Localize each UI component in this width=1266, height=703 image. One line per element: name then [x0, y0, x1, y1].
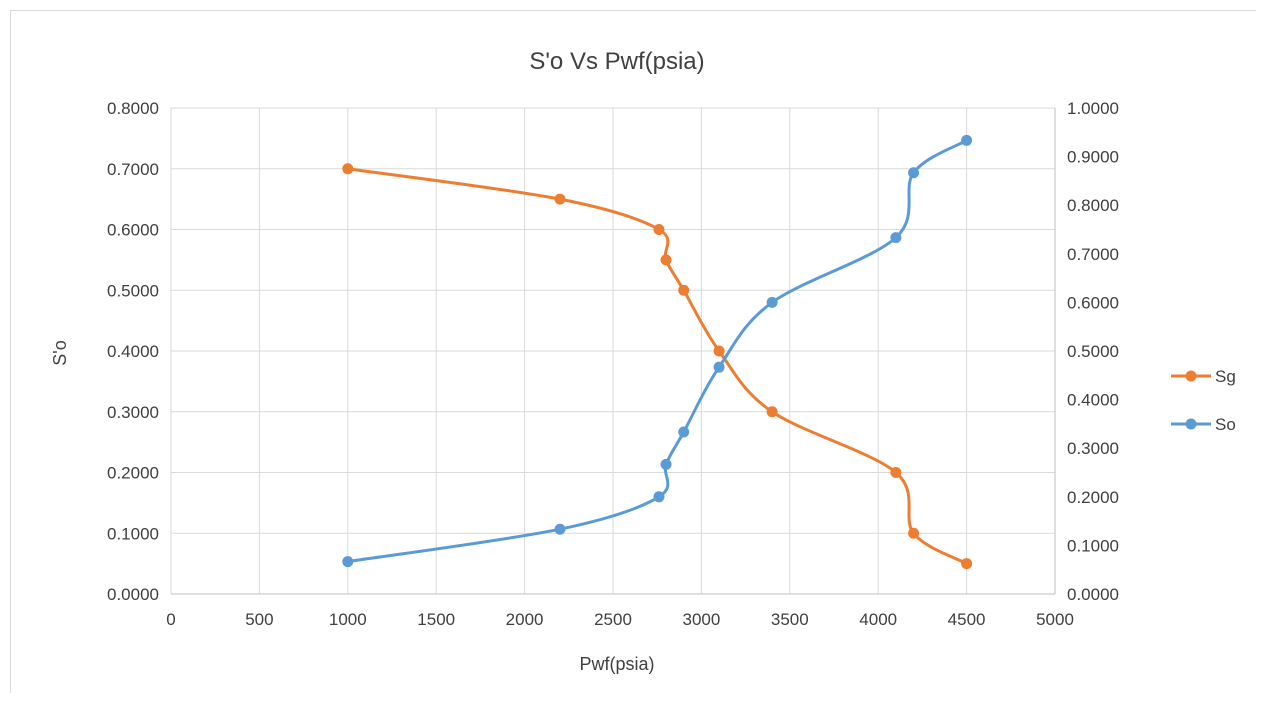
- y-left-tick-label: 0.5000: [107, 281, 159, 300]
- x-tick-label: 2000: [506, 610, 544, 629]
- x-tick-label: 3500: [771, 610, 809, 629]
- legend-marker-so: [1185, 418, 1197, 430]
- chart-title: S'o Vs Pwf(psia): [529, 48, 704, 75]
- data-point-sg: [890, 467, 902, 478]
- y-right-tick-label: 0.5000: [1067, 342, 1119, 361]
- legend-marker-sg: [1185, 370, 1197, 382]
- data-point-so: [678, 426, 690, 438]
- data-point-sg: [342, 163, 354, 175]
- data-point-so: [890, 232, 902, 244]
- y-right-tick-label: 0.9000: [1067, 148, 1119, 167]
- y-right-tick-label: 0.8000: [1067, 196, 1119, 215]
- data-point-so: [342, 556, 354, 568]
- y-right-tick-label: 0.0000: [1067, 585, 1119, 604]
- data-point-so: [908, 167, 920, 179]
- y-right-tick-label: 0.3000: [1067, 439, 1119, 458]
- y-right-tick-label: 1.0000: [1067, 99, 1119, 118]
- x-tick-label: 500: [245, 610, 273, 629]
- chart-area: 0 500 1000 1500 2000 2500 3000 3500 4000 4500 5000…: [10, 10, 1256, 693]
- x-tick-label: 5000: [1036, 610, 1074, 629]
- y-right-tick-label: 0.4000: [1067, 391, 1119, 410]
- data-point-sg: [961, 558, 973, 570]
- y-axis-title: S'o: [50, 340, 70, 365]
- data-point-so: [961, 134, 973, 146]
- y-left-tick-label: 0.3000: [107, 403, 159, 422]
- y-left-tick-label: 0.0000: [107, 585, 159, 604]
- data-point-sg: [713, 345, 725, 357]
- x-axis-title: Pwf(psia): [579, 654, 654, 674]
- axes: 0 500 1000 1500 2000 2500 3000 3500 4000 4500 5000…: [107, 99, 1119, 629]
- data-point-sg: [908, 527, 920, 539]
- y-left-tick-label: 0.2000: [107, 464, 159, 483]
- y-left-tick-label: 0.1000: [107, 524, 159, 543]
- grid: [170, 107, 1056, 595]
- data-point-so: [554, 523, 566, 535]
- data-point-sg: [766, 406, 778, 418]
- data-point-so: [660, 458, 672, 470]
- data-point-so: [653, 491, 665, 503]
- x-tick-label: 1500: [417, 610, 455, 629]
- y-right-tick-label: 0.1000: [1067, 536, 1119, 555]
- data-point-sg: [653, 224, 665, 235]
- x-tick-label: 2500: [594, 610, 632, 629]
- data-point-so: [713, 361, 725, 373]
- y-right-tick-label: 0.7000: [1067, 245, 1119, 264]
- y-left-tick-label: 0.4000: [107, 342, 159, 361]
- x-tick-label: 4500: [948, 610, 986, 629]
- x-tick-label: 1000: [329, 610, 367, 629]
- y-right-tick-label: 0.6000: [1067, 293, 1119, 312]
- y-left-tick-label: 0.6000: [107, 221, 159, 240]
- y-left-tick-label: 0.7000: [107, 160, 159, 179]
- y-left-tick-label: 0.8000: [107, 99, 159, 118]
- data-point-sg: [554, 193, 566, 205]
- legend-label-so: So: [1215, 415, 1236, 434]
- x-tick-label: 0: [166, 610, 175, 629]
- x-tick-label: 4000: [859, 610, 897, 629]
- series: [342, 134, 973, 570]
- legend-label-sg: Sg: [1215, 367, 1236, 386]
- data-point-sg: [660, 254, 672, 266]
- x-tick-label: 3000: [682, 610, 720, 629]
- data-point-sg: [678, 284, 690, 296]
- y-right-tick-label: 0.2000: [1067, 488, 1119, 507]
- line-chart: 0 500 1000 1500 2000 2500 3000 3500 4000 4500 5000…: [50, 48, 1236, 674]
- legend: Sg So: [1171, 367, 1236, 434]
- data-point-so: [766, 296, 778, 308]
